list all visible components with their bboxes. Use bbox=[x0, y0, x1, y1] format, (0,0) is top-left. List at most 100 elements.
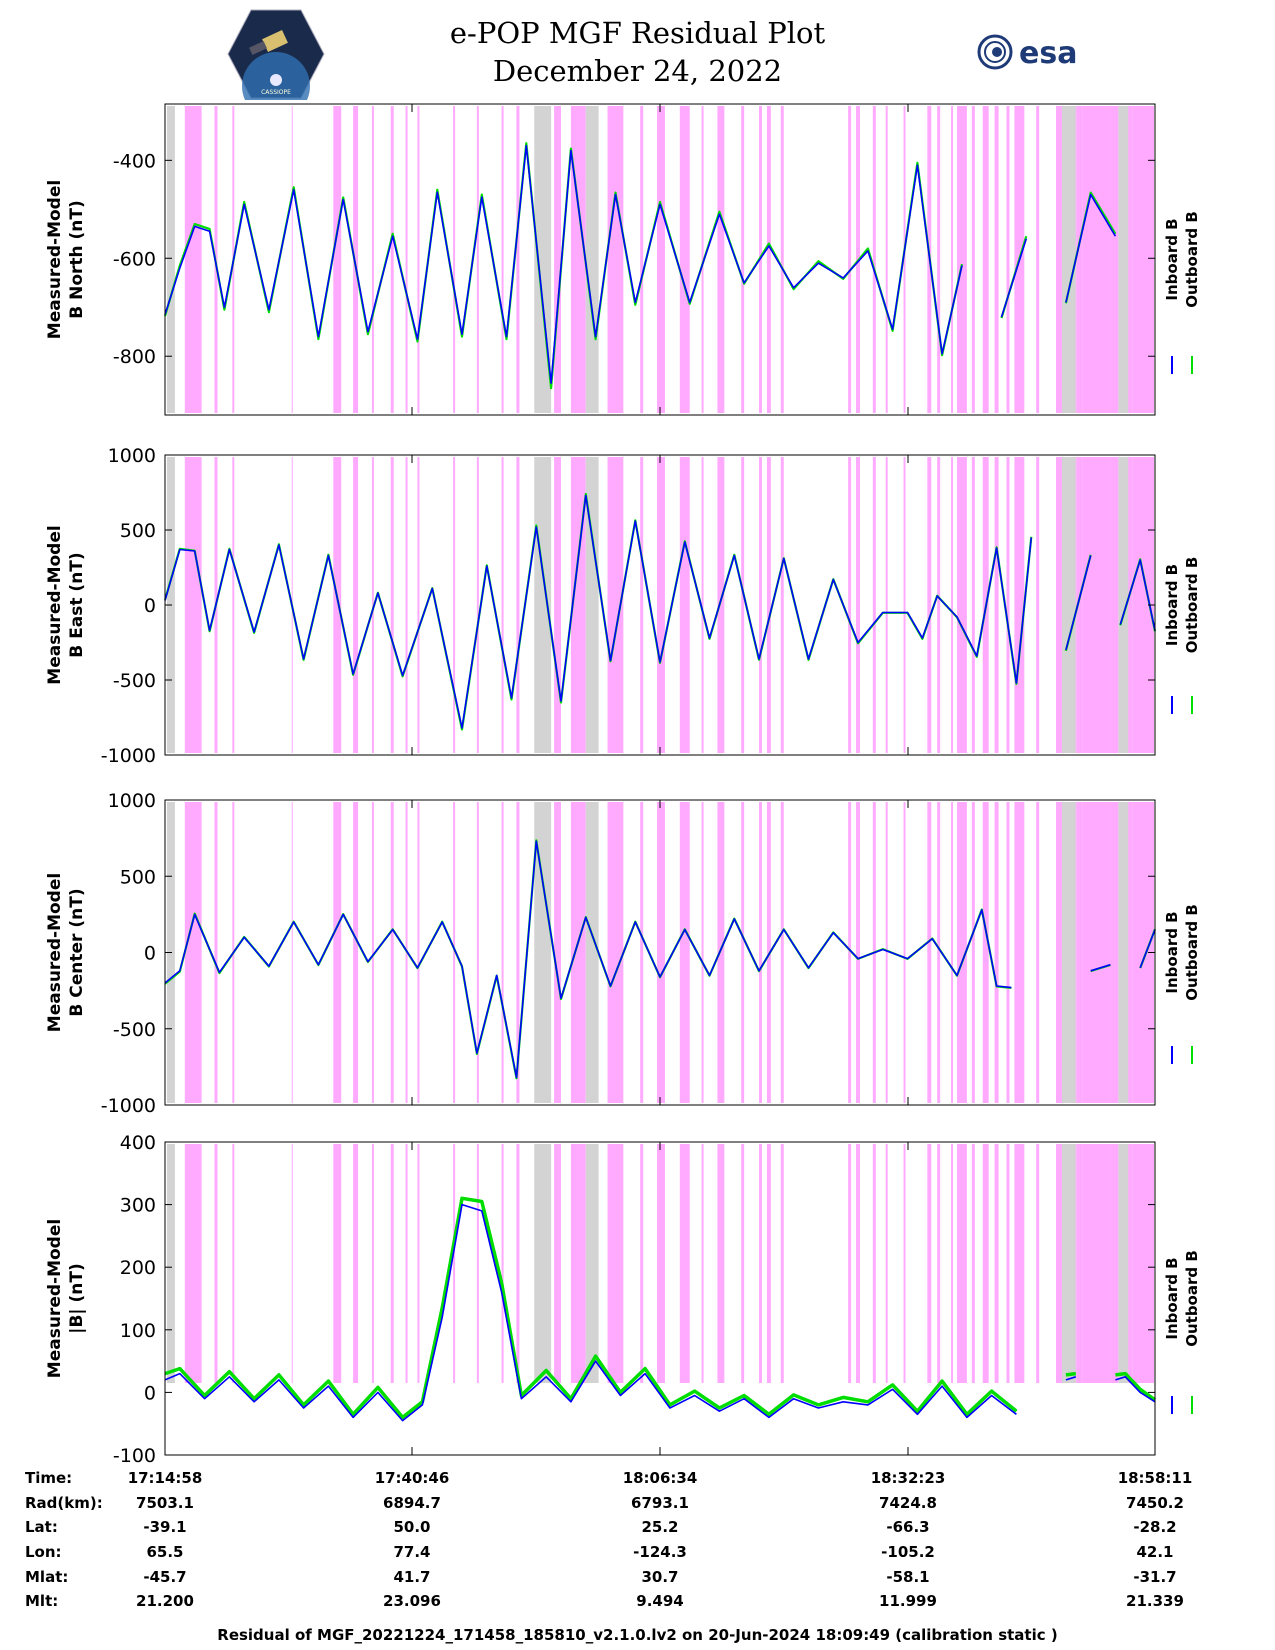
magenta-shade-band bbox=[717, 106, 725, 413]
y-tick-label: -400 bbox=[113, 150, 156, 172]
title-block: e-POP MGF Residual Plot December 24, 202… bbox=[0, 14, 1275, 90]
plot-title: e-POP MGF Residual Plot bbox=[449, 16, 826, 50]
magenta-shade-band bbox=[780, 106, 784, 413]
y-axis-label-line2: B North (nT) bbox=[67, 200, 87, 319]
magenta-shade-band bbox=[957, 802, 967, 1103]
magenta-shade-band bbox=[501, 1144, 504, 1383]
magenta-shade-band bbox=[994, 802, 999, 1103]
info-value: -66.3 bbox=[886, 1518, 929, 1536]
y-tick-label: 0 bbox=[144, 595, 156, 617]
magenta-shade-band bbox=[657, 1144, 665, 1383]
magenta-shade-band bbox=[390, 106, 394, 413]
magenta-shade-band bbox=[957, 106, 967, 413]
panel-3: 1000 500 0 -500 -1000 Measured-Model B Center … bbox=[45, 790, 1201, 1117]
legend: Inboard B Outboard B bbox=[1163, 904, 1201, 1001]
info-value: 23.096 bbox=[383, 1592, 441, 1610]
magenta-shade-band bbox=[885, 802, 888, 1103]
magenta-shade-band bbox=[476, 457, 479, 753]
magenta-shade-band bbox=[476, 802, 479, 1103]
y-tick-label: -1000 bbox=[101, 1095, 156, 1117]
magenta-shade-band bbox=[957, 457, 967, 753]
magenta-shade-band bbox=[1076, 457, 1083, 753]
info-value: 11.999 bbox=[879, 1592, 937, 1610]
magenta-shade-band bbox=[971, 106, 975, 413]
inboard-series-line bbox=[164, 1203, 1156, 1422]
magenta-shade-band bbox=[516, 106, 520, 413]
y-tick-label: 400 bbox=[120, 1132, 156, 1154]
magenta-shade-band bbox=[994, 457, 999, 753]
magenta-shade-band bbox=[1132, 457, 1155, 753]
info-value: 6894.7 bbox=[383, 1494, 441, 1512]
gray-shade-band bbox=[534, 802, 552, 1103]
magenta-shade-band bbox=[927, 802, 932, 1103]
magenta-shade-band bbox=[184, 1144, 202, 1383]
magenta-shade-band bbox=[390, 1144, 394, 1383]
info-row-label: Time: bbox=[25, 1469, 72, 1487]
magenta-shade-band bbox=[679, 106, 690, 413]
magenta-shade-band bbox=[333, 1144, 342, 1383]
magenta-shade-band bbox=[759, 457, 762, 753]
magenta-shade-band bbox=[476, 1144, 479, 1383]
magenta-shade-band bbox=[679, 457, 690, 753]
magenta-shade-band bbox=[232, 457, 235, 753]
legend-outboard-label: Outboard B bbox=[1183, 211, 1201, 308]
y-axis-label-line2: B East (nT) bbox=[67, 552, 87, 657]
magenta-shade-band bbox=[741, 1144, 745, 1383]
magenta-shade-band bbox=[501, 457, 504, 753]
inboard-series-line bbox=[164, 144, 1117, 384]
magenta-shade-band bbox=[971, 457, 975, 753]
plot-date: December 24, 2022 bbox=[492, 54, 783, 88]
magenta-shade-band bbox=[1110, 802, 1119, 1103]
magenta-shade-band bbox=[1014, 1144, 1025, 1383]
magenta-shade-band bbox=[780, 457, 784, 753]
magenta-shade-band bbox=[516, 457, 520, 753]
y-axis-label-line2: |B| (nT) bbox=[67, 1263, 87, 1334]
magenta-shade-band bbox=[872, 457, 876, 753]
magenta-shade-band bbox=[1076, 106, 1083, 413]
magenta-shade-band bbox=[937, 457, 941, 753]
info-value: 42.1 bbox=[1136, 1543, 1173, 1561]
info-value: 7503.1 bbox=[136, 1494, 194, 1512]
magenta-shade-band bbox=[453, 1144, 456, 1383]
magenta-shade-band bbox=[937, 106, 941, 413]
info-value: 50.0 bbox=[393, 1518, 430, 1536]
y-axis-label: Measured-Model B Center (nT) bbox=[45, 873, 87, 1032]
gray-shade-band bbox=[1061, 457, 1076, 753]
magenta-shade-band bbox=[927, 1144, 932, 1383]
y-tick-label: -500 bbox=[113, 1019, 156, 1041]
magenta-shade-band bbox=[405, 1144, 408, 1383]
info-value: -58.1 bbox=[886, 1568, 929, 1586]
info-value: 6793.1 bbox=[631, 1494, 689, 1512]
legend-inboard-label: Inboard B bbox=[1163, 911, 1181, 993]
info-value: 7424.8 bbox=[879, 1494, 937, 1512]
magenta-shade-band bbox=[1110, 1144, 1119, 1383]
magenta-shade-band bbox=[1132, 1144, 1155, 1383]
legend-inboard-label: Inboard B bbox=[1163, 218, 1181, 300]
magenta-shade-band bbox=[1006, 1144, 1010, 1383]
magenta-shade-band bbox=[903, 1144, 906, 1383]
y-tick-label: 100 bbox=[120, 1320, 156, 1342]
y-axis-label-line2: B Center (nT) bbox=[67, 888, 87, 1016]
magenta-shade-band bbox=[554, 802, 561, 1103]
magenta-shade-band bbox=[1006, 457, 1010, 753]
magenta-shade-band bbox=[371, 802, 374, 1103]
magenta-shade-band bbox=[951, 106, 954, 413]
info-row-label: Lon: bbox=[25, 1543, 62, 1561]
magenta-shade-band bbox=[214, 1144, 218, 1383]
magenta-shade-band bbox=[717, 1144, 725, 1383]
gray-shade-band bbox=[1118, 1144, 1129, 1383]
magenta-shade-band bbox=[856, 1144, 860, 1383]
magenta-shade-band bbox=[291, 1144, 293, 1383]
legend: Inboard B Outboard B bbox=[1163, 211, 1201, 308]
magenta-shade-band bbox=[780, 802, 784, 1103]
magenta-shade-band bbox=[885, 1144, 888, 1383]
magenta-shade-band bbox=[516, 802, 520, 1103]
magenta-shade-band bbox=[766, 106, 771, 413]
magenta-shade-band bbox=[780, 1144, 784, 1383]
info-value: -28.2 bbox=[1133, 1518, 1176, 1536]
magenta-shade-band bbox=[353, 1144, 359, 1383]
magenta-shade-band bbox=[759, 1144, 762, 1383]
magenta-shade-band bbox=[333, 802, 342, 1103]
y-tick-label: 0 bbox=[144, 943, 156, 965]
magenta-shade-band bbox=[570, 106, 586, 413]
